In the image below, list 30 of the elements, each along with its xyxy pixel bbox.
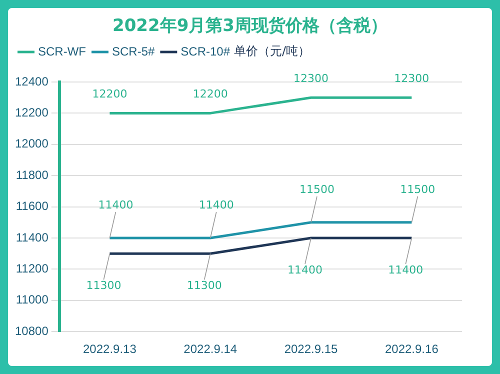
y-axis-title: 单价（元/吨） <box>234 44 310 58</box>
data-label: 11300 <box>186 278 222 292</box>
data-label: 11500 <box>400 182 436 196</box>
legend-label: SCR-5# <box>112 44 155 58</box>
y-tick-label: 12200 <box>14 106 49 120</box>
x-tick-label: 2022.9.13 <box>83 342 137 356</box>
y-tick-label: 12000 <box>14 136 49 151</box>
data-label: 11400 <box>98 198 134 212</box>
x-tick-label: 2022.9.14 <box>184 342 238 356</box>
y-tick-label: 11200 <box>16 262 49 276</box>
data-label: 12300 <box>394 72 430 85</box>
data-label: 12300 <box>294 72 329 85</box>
data-label: 12200 <box>92 88 128 101</box>
data-label: 11400 <box>198 198 234 212</box>
data-label: 11400 <box>388 263 424 276</box>
x-tick-label: 2022.9.16 <box>384 342 439 356</box>
x-tick-label: 2022.9.15 <box>284 342 338 356</box>
legend-label: SCR-WF <box>38 44 86 58</box>
data-label: 11300 <box>86 278 122 292</box>
y-tick-label: 11400 <box>16 230 49 244</box>
y-tick-label: 11000 <box>16 292 49 307</box>
y-tick-label: 11600 <box>16 199 49 214</box>
y-tick-label: 11800 <box>16 168 49 182</box>
data-label: 11400 <box>288 263 323 276</box>
y-tick-label: 10800 <box>14 324 49 338</box>
chart-title: 2022年9月第3周现货价格（含税） <box>112 15 388 37</box>
data-label: 12200 <box>192 88 228 101</box>
y-tick-label: 12400 <box>14 74 49 88</box>
legend-label: SCR-10# <box>180 44 230 58</box>
data-label: 11500 <box>300 182 335 196</box>
